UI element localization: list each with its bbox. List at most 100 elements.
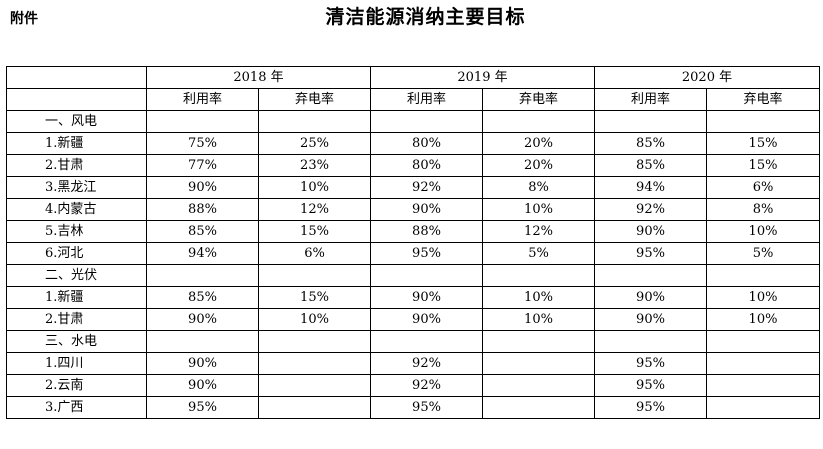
- row-label: 4.内蒙古: [6, 198, 147, 221]
- value-cell: 25%: [258, 132, 371, 155]
- value-cell: 92%: [370, 176, 483, 199]
- row-label: 2.甘肃: [6, 154, 147, 177]
- value-cell: 90%: [146, 308, 259, 331]
- value-cell: [482, 264, 595, 287]
- value-cell: 95%: [370, 396, 483, 419]
- value-cell: 8%: [482, 176, 595, 199]
- metric-header: 利用率: [594, 88, 707, 111]
- value-cell: [258, 264, 371, 287]
- value-cell: 88%: [146, 198, 259, 221]
- value-cell: 15%: [258, 286, 371, 309]
- value-cell: 90%: [594, 286, 707, 309]
- value-cell: [258, 374, 371, 397]
- row-label: 1.新疆: [6, 286, 147, 309]
- value-cell: 95%: [594, 352, 707, 375]
- value-cell: 95%: [594, 242, 707, 265]
- value-cell: 10%: [706, 286, 820, 309]
- section-row: 三、水电: [6, 330, 820, 353]
- table-row: 3.黑龙江 90% 10% 92% 8% 94% 6%: [6, 176, 820, 199]
- row-label: 1.四川: [6, 352, 147, 375]
- row-label: 1.新疆: [6, 132, 147, 155]
- value-cell: [594, 264, 707, 287]
- value-cell: [706, 352, 820, 375]
- page-title: 清洁能源消纳主要目标: [0, 2, 823, 29]
- metric-header: 弃电率: [258, 88, 371, 111]
- value-cell: 94%: [594, 176, 707, 199]
- value-cell: 10%: [258, 176, 371, 199]
- table-row: 5.吉林 85% 15% 88% 12% 90% 10%: [6, 220, 820, 243]
- metric-header: 利用率: [370, 88, 483, 111]
- metric-header-row: 利用率 弃电率 利用率 弃电率 利用率 弃电率: [6, 88, 820, 111]
- value-cell: 94%: [146, 242, 259, 265]
- year-header-row: 2018 年 2019 年 2020 年: [6, 66, 820, 89]
- section-label: 二、光伏: [6, 264, 147, 287]
- year-header: 2020 年: [594, 66, 820, 89]
- row-label: 6.河北: [6, 242, 147, 265]
- value-cell: [146, 110, 259, 133]
- corner-cell: [6, 66, 147, 89]
- value-cell: 5%: [706, 242, 820, 265]
- value-cell: 23%: [258, 154, 371, 177]
- metric-header: 弃电率: [482, 88, 595, 111]
- row-label: 2.甘肃: [6, 308, 147, 331]
- value-cell: 12%: [258, 198, 371, 221]
- table-row: 6.河北 94% 6% 95% 5% 95% 5%: [6, 242, 820, 265]
- value-cell: 20%: [482, 154, 595, 177]
- value-cell: [482, 352, 595, 375]
- value-cell: 95%: [594, 396, 707, 419]
- value-cell: [482, 374, 595, 397]
- table-row: 1.新疆 85% 15% 90% 10% 90% 10%: [6, 286, 820, 309]
- value-cell: 90%: [146, 176, 259, 199]
- value-cell: 10%: [482, 308, 595, 331]
- value-cell: 95%: [370, 242, 483, 265]
- value-cell: 85%: [146, 286, 259, 309]
- corner-cell: [6, 88, 147, 111]
- targets-table: 2018 年 2019 年 2020 年 利用率 弃电率 利用率 弃电率 利用率…: [6, 66, 820, 419]
- value-cell: [594, 330, 707, 353]
- value-cell: 80%: [370, 132, 483, 155]
- value-cell: 95%: [146, 396, 259, 419]
- value-cell: 95%: [594, 374, 707, 397]
- value-cell: 6%: [258, 242, 371, 265]
- value-cell: [258, 396, 371, 419]
- value-cell: 8%: [706, 198, 820, 221]
- table-row: 4.内蒙古 88% 12% 90% 10% 92% 8%: [6, 198, 820, 221]
- value-cell: [258, 110, 371, 133]
- value-cell: [482, 396, 595, 419]
- value-cell: [706, 396, 820, 419]
- value-cell: 10%: [706, 308, 820, 331]
- value-cell: [370, 264, 483, 287]
- value-cell: 85%: [594, 132, 707, 155]
- value-cell: [146, 264, 259, 287]
- table-body: 2018 年 2019 年 2020 年 利用率 弃电率 利用率 弃电率 利用率…: [6, 66, 820, 419]
- value-cell: 12%: [482, 220, 595, 243]
- value-cell: 77%: [146, 154, 259, 177]
- value-cell: [482, 110, 595, 133]
- row-label: 2.云南: [6, 374, 147, 397]
- value-cell: 10%: [482, 286, 595, 309]
- value-cell: [706, 264, 820, 287]
- value-cell: 85%: [146, 220, 259, 243]
- table-row: 2.云南 90% 92% 95%: [6, 374, 820, 397]
- value-cell: 90%: [594, 220, 707, 243]
- value-cell: 10%: [706, 220, 820, 243]
- value-cell: 90%: [146, 374, 259, 397]
- value-cell: 5%: [482, 242, 595, 265]
- table-row: 1.新疆 75% 25% 80% 20% 85% 15%: [6, 132, 820, 155]
- value-cell: [594, 110, 707, 133]
- metric-header: 利用率: [146, 88, 259, 111]
- value-cell: 20%: [482, 132, 595, 155]
- value-cell: 85%: [594, 154, 707, 177]
- value-cell: 92%: [594, 198, 707, 221]
- table-row: 2.甘肃 90% 10% 90% 10% 90% 10%: [6, 308, 820, 331]
- attachment-label: 附件: [10, 11, 38, 27]
- value-cell: [146, 330, 259, 353]
- value-cell: 10%: [258, 308, 371, 331]
- value-cell: 92%: [370, 374, 483, 397]
- row-label: 5.吉林: [6, 220, 147, 243]
- value-cell: [706, 110, 820, 133]
- table-row: 3.广西 95% 95% 95%: [6, 396, 820, 419]
- value-cell: 90%: [370, 308, 483, 331]
- value-cell: [706, 330, 820, 353]
- value-cell: [370, 330, 483, 353]
